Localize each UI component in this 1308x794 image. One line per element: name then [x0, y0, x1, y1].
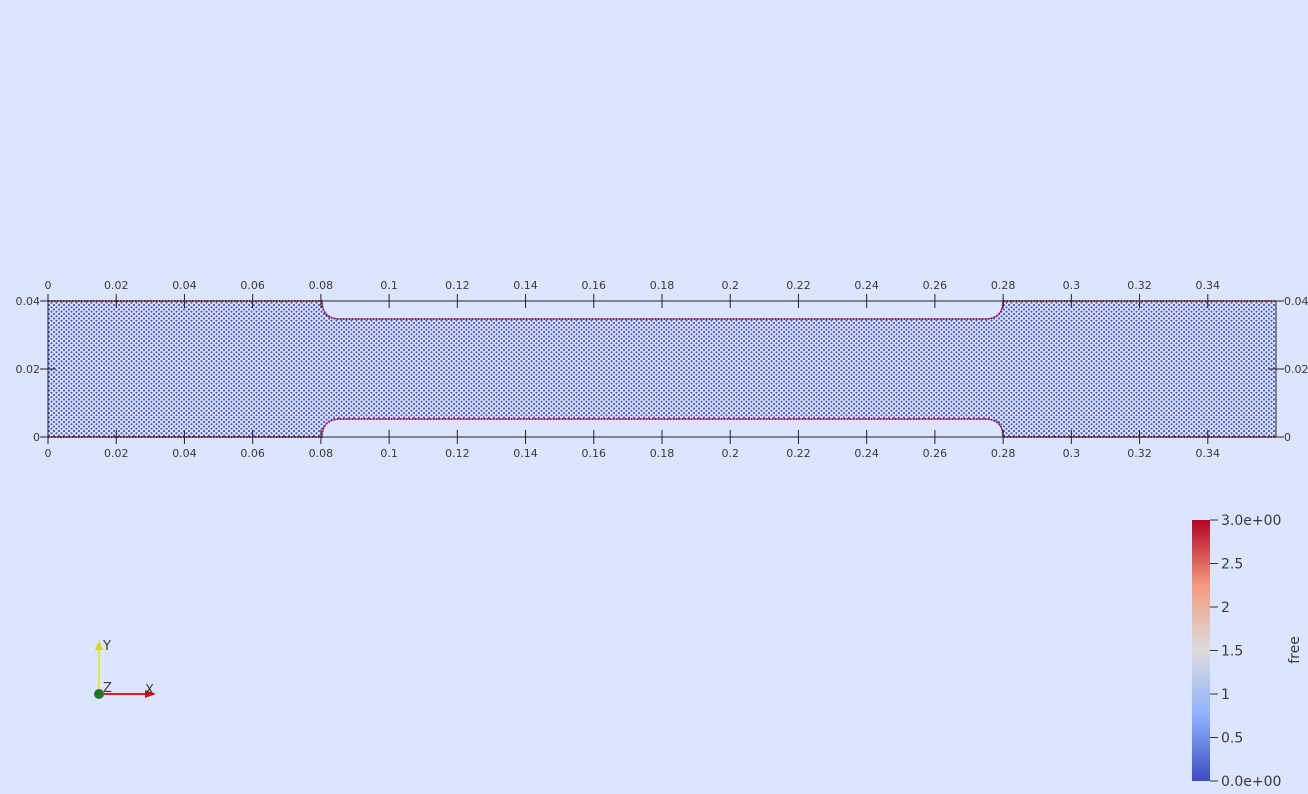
x-tick-label-bottom: 0.02: [104, 447, 129, 460]
x-tick-label-bottom: 0.28: [991, 447, 1016, 460]
y-tick-label-right: 0.02: [1284, 363, 1308, 376]
y-tick-label-right: 0.04: [1284, 295, 1308, 308]
grid-axes: 000.020.020.040.040.060.060.080.080.10.1…: [16, 279, 1308, 460]
colorbar-label: 2: [1221, 600, 1230, 616]
x-tick-label-bottom: 0.24: [854, 447, 879, 460]
colorbar-label: 2.5: [1221, 557, 1243, 573]
x-tick-label-top: 0.14: [513, 279, 538, 292]
x-tick-label-top: 0.06: [240, 279, 265, 292]
x-tick-label-top: 0.3: [1063, 279, 1081, 292]
x-tick-label-bottom: 0.2: [721, 447, 739, 460]
x-tick-label-bottom: 0.06: [240, 447, 265, 460]
x-tick-label-bottom: 0.04: [172, 447, 197, 460]
x-tick-label-bottom: 0.16: [582, 447, 607, 460]
y-axis-arrow-head: [95, 640, 103, 650]
x-tick-label-bottom: 0.22: [786, 447, 811, 460]
colorbar-label: 1: [1221, 687, 1230, 703]
x-tick-label-top: 0.02: [104, 279, 129, 292]
x-tick-label-top: 0.18: [650, 279, 675, 292]
x-tick-label-top: 0.08: [309, 279, 334, 292]
y-tick-label-left: 0: [33, 431, 40, 444]
colorbar: 3.0e+00 2.5 2 1.5 1 0.5 0.0e+00 free: [1192, 513, 1303, 790]
x-axis-ticks: 0 0 0.02 0.02 0.04 0.04 0.06 0.06 0.08 0.08 0.1 0.1…: [41, 279, 1220, 460]
x-tick-label-top: 0.28: [991, 279, 1016, 292]
x-tick-label-top: 0.24: [854, 279, 879, 292]
y-axis-label: Y: [102, 639, 111, 654]
x-tick-label-bottom: 0.12: [445, 447, 470, 460]
z-axis-label: Z: [103, 681, 112, 696]
x-tick-label-top: 0.04: [172, 279, 197, 292]
colorbar-gradient: [1192, 520, 1210, 781]
x-tick-label-bottom: 0.1: [380, 447, 398, 460]
x-tick-label-bottom: 0.26: [923, 447, 948, 460]
x-tick-label-top: 0.26: [923, 279, 948, 292]
colorbar-label: 0.5: [1221, 731, 1243, 747]
fluid-region: [47, 300, 1277, 438]
x-tick-label-bottom: 0.3: [1063, 447, 1081, 460]
upper-wall: [48, 300, 1276, 320]
y-tick-label-left: 0.04: [16, 295, 41, 308]
x-axis-arrow-head: [145, 690, 156, 698]
x-tick-label-bottom: 0.18: [650, 447, 675, 460]
x-tick-label-top: 0.2: [721, 279, 739, 292]
colorbar-title: free: [1287, 636, 1303, 664]
x-tick-label-bottom: 0.08: [309, 447, 334, 460]
colorbar-label: 0.0e+00: [1221, 774, 1281, 790]
x-tick-label-bottom: 0.14: [513, 447, 538, 460]
z-axis-origin: [94, 689, 104, 699]
x-tick-label-bottom: 0.32: [1127, 447, 1152, 460]
particle-domain: [47, 300, 1277, 438]
x-tick-label-top: 0.1: [380, 279, 398, 292]
x-tick-label-top: 0.16: [582, 279, 607, 292]
y-tick-label-right: 0: [1284, 431, 1291, 444]
colorbar-label: 3.0e+00: [1221, 513, 1281, 529]
y-axis-ticks: 0 0 0.02 0.02 0.04 0.04: [16, 295, 1308, 444]
x-tick-label-top: 0: [45, 279, 52, 292]
y-tick-label-left: 0.02: [16, 363, 41, 376]
x-tick-label-top: 0.22: [786, 279, 811, 292]
orientation-axes-widget: Y Z X: [94, 639, 156, 699]
colorbar-label: 1.5: [1221, 644, 1243, 660]
colorbar-labels: 3.0e+00 2.5 2 1.5 1 0.5 0.0e+00: [1210, 513, 1281, 790]
lower-wall: [48, 418, 1276, 438]
x-axis-label: X: [145, 683, 154, 698]
x-tick-label-bottom: 0: [45, 447, 52, 460]
x-tick-label-top: 0.32: [1127, 279, 1152, 292]
x-tick-label-top: 0.34: [1196, 279, 1221, 292]
x-tick-label-top: 0.12: [445, 279, 470, 292]
x-tick-label-bottom: 0.34: [1196, 447, 1221, 460]
